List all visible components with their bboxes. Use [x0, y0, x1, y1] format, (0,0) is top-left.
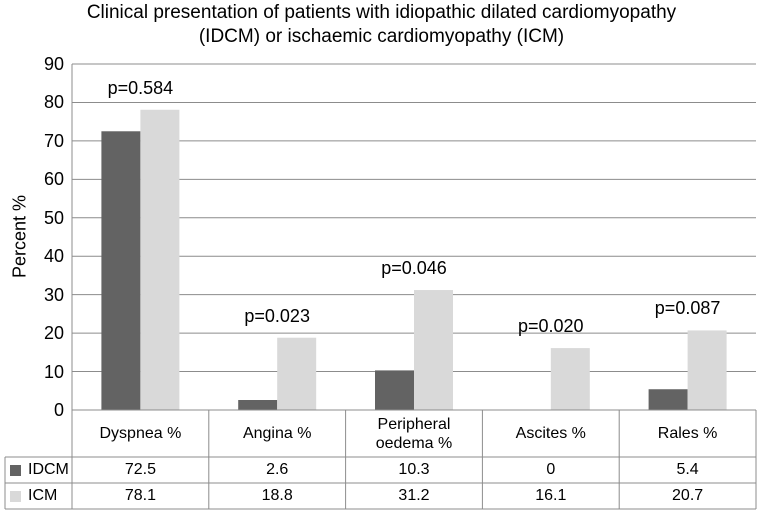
y-tick-label: 50	[43, 207, 64, 228]
bar-idcm	[238, 400, 278, 410]
x-category-label: Peripheral	[377, 415, 451, 433]
bar-idcm	[101, 131, 141, 410]
bar-icm	[687, 330, 727, 410]
data-table-cell: 5.4	[676, 461, 699, 478]
y-tick-label: 0	[53, 400, 64, 420]
bar-icm	[550, 348, 590, 410]
bar-icm	[140, 109, 180, 410]
data-table-cell: 0	[546, 461, 556, 478]
chart-title-line-1: Clinical presentation of patients with i…	[86, 2, 677, 23]
y-tick-label: 20	[43, 323, 64, 344]
data-table-cell: 16.1	[535, 487, 567, 504]
bar-idcm	[648, 389, 688, 410]
data-table-cell: 72.5	[124, 461, 156, 478]
p-value-annotation: p=0.020	[518, 316, 584, 337]
x-category-label: Ascites %	[515, 425, 586, 442]
p-value-annotation: p=0.087	[654, 298, 721, 319]
y-tick-label: 90	[43, 54, 64, 74]
x-category-label: Dyspnea %	[99, 425, 182, 442]
y-tick-label: 30	[43, 284, 64, 305]
p-value-annotation: p=0.584	[107, 77, 174, 98]
legend-label: ICM	[28, 487, 58, 504]
y-tick-label: 40	[43, 246, 64, 267]
y-tick-label: 70	[43, 130, 64, 151]
chart-title-line-2: (IDCM) or ischaemic cardiomyopathy (ICM)	[198, 26, 565, 47]
legend-swatch	[10, 464, 21, 476]
data-table-cell: 10.3	[398, 461, 430, 478]
legend-entry-idcm: IDCM	[10, 458, 69, 482]
y-tick-label: 10	[43, 361, 64, 382]
data-table-cell: 31.2	[398, 487, 430, 504]
legend-label: IDCM	[28, 461, 69, 478]
data-table-cell: 78.1	[124, 487, 156, 504]
y-tick-label: 80	[43, 92, 64, 113]
data-table-cell: 20.7	[672, 487, 704, 504]
bar-icm	[414, 290, 453, 410]
x-category-label: Rales %	[657, 425, 718, 442]
x-category-label: oedema %	[375, 434, 453, 452]
bar-icm	[277, 337, 317, 410]
data-table-cell: 2.6	[266, 461, 289, 478]
p-value-annotation: p=0.046	[381, 258, 447, 279]
y-tick-label: 60	[43, 169, 64, 190]
legend-entry-icm: ICM	[10, 484, 57, 508]
legend-swatch	[10, 490, 21, 502]
p-value-annotation: p=0.023	[244, 305, 310, 326]
bar-idcm	[375, 370, 414, 410]
x-category-label: Angina %	[242, 425, 312, 442]
data-table-cell: 18.8	[261, 487, 293, 504]
